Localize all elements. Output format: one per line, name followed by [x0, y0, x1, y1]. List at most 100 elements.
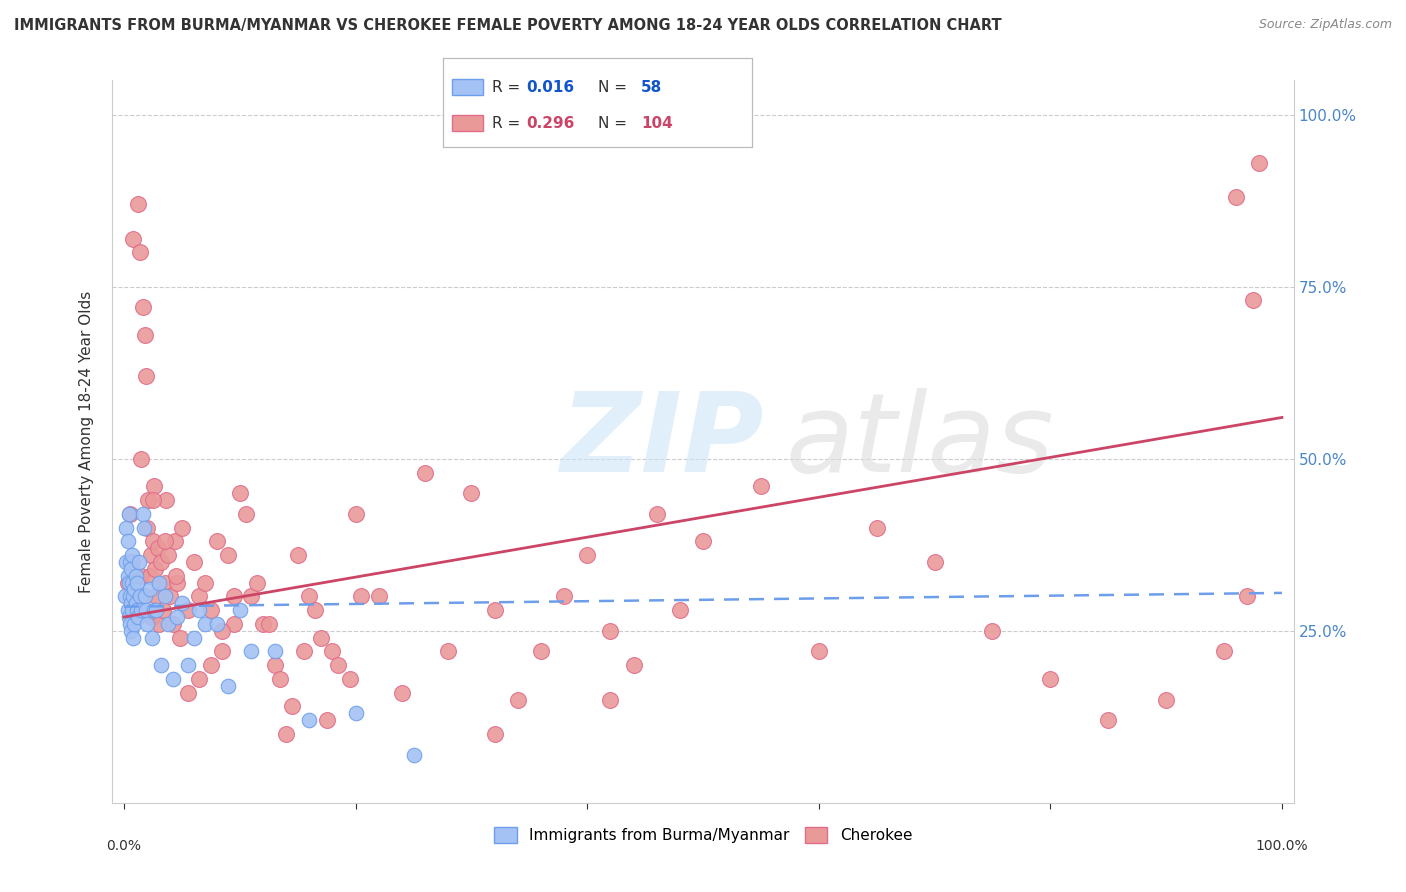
- Bar: [453, 115, 484, 131]
- Point: [117, 568, 139, 582]
- Point: [117, 534, 139, 549]
- Point: [124, 582, 146, 597]
- Point: [157, 616, 180, 631]
- Point: [124, 596, 146, 610]
- Point: [118, 590, 141, 604]
- Point: [122, 631, 145, 645]
- Point: [292, 644, 315, 658]
- Point: [257, 616, 280, 631]
- Point: [135, 369, 157, 384]
- Point: [122, 590, 145, 604]
- Point: [124, 568, 146, 582]
- Point: [240, 590, 263, 604]
- Point: [205, 534, 228, 549]
- Point: [152, 603, 174, 617]
- Point: [194, 575, 217, 590]
- Point: [143, 562, 166, 576]
- Point: [117, 603, 139, 617]
- Point: [367, 590, 389, 604]
- Point: [150, 555, 173, 569]
- Point: [124, 616, 146, 631]
- Point: [222, 616, 245, 631]
- Point: [115, 555, 138, 569]
- Point: [150, 658, 173, 673]
- Point: [134, 327, 156, 342]
- Point: [315, 713, 337, 727]
- Point: [162, 616, 184, 631]
- Point: [136, 616, 159, 631]
- Point: [205, 616, 228, 631]
- Point: [263, 644, 285, 658]
- Point: [276, 727, 298, 741]
- Point: [118, 610, 141, 624]
- Point: [298, 713, 321, 727]
- Point: [344, 706, 367, 721]
- Point: [121, 555, 143, 569]
- Bar: [453, 79, 484, 95]
- Point: [246, 575, 269, 590]
- Text: R =: R =: [492, 80, 526, 95]
- Point: [120, 624, 142, 638]
- Point: [166, 610, 188, 624]
- Point: [1236, 590, 1258, 604]
- Point: [148, 575, 170, 590]
- Point: [200, 658, 222, 673]
- Point: [141, 631, 163, 645]
- Point: [1154, 692, 1177, 706]
- Point: [117, 575, 139, 590]
- Point: [437, 644, 460, 658]
- Point: [170, 596, 193, 610]
- Text: N =: N =: [598, 116, 631, 130]
- Point: [749, 479, 772, 493]
- Point: [866, 520, 889, 534]
- Text: 0.0%: 0.0%: [107, 838, 142, 853]
- Point: [339, 672, 361, 686]
- Point: [321, 644, 343, 658]
- Point: [211, 644, 233, 658]
- Point: [269, 672, 291, 686]
- Point: [350, 590, 373, 604]
- Text: atlas: atlas: [786, 388, 1054, 495]
- Point: [177, 686, 200, 700]
- Text: Source: ZipAtlas.com: Source: ZipAtlas.com: [1258, 18, 1392, 31]
- Point: [924, 555, 946, 569]
- Point: [127, 197, 149, 211]
- Point: [217, 548, 239, 562]
- Point: [136, 520, 159, 534]
- Text: 0.296: 0.296: [526, 116, 575, 130]
- Point: [304, 603, 326, 617]
- Point: [159, 590, 181, 604]
- Text: N =: N =: [598, 80, 631, 95]
- Point: [1225, 190, 1247, 204]
- Point: [188, 672, 211, 686]
- Point: [121, 548, 143, 562]
- Point: [128, 555, 150, 569]
- Point: [129, 245, 152, 260]
- Point: [188, 603, 211, 617]
- Point: [460, 486, 482, 500]
- Point: [118, 575, 141, 590]
- Point: [1097, 713, 1119, 727]
- Legend: Immigrants from Burma/Myanmar, Cherokee: Immigrants from Burma/Myanmar, Cherokee: [488, 822, 918, 849]
- Point: [165, 568, 187, 582]
- Point: [121, 575, 143, 590]
- Point: [484, 603, 506, 617]
- Text: IMMIGRANTS FROM BURMA/MYANMAR VS CHEROKEE FEMALE POVERTY AMONG 18-24 YEAR OLDS C: IMMIGRANTS FROM BURMA/MYANMAR VS CHEROKE…: [14, 18, 1001, 33]
- Point: [530, 644, 553, 658]
- Point: [981, 624, 1004, 638]
- Point: [217, 679, 239, 693]
- Point: [229, 486, 252, 500]
- Point: [122, 231, 145, 245]
- Point: [118, 555, 141, 569]
- Point: [599, 692, 621, 706]
- Point: [153, 575, 176, 590]
- Point: [115, 520, 138, 534]
- Point: [120, 596, 142, 610]
- Point: [131, 507, 153, 521]
- Point: [1241, 293, 1264, 308]
- Point: [576, 548, 599, 562]
- Point: [138, 568, 160, 582]
- Point: [229, 603, 252, 617]
- Point: [153, 534, 176, 549]
- Point: [1247, 156, 1270, 170]
